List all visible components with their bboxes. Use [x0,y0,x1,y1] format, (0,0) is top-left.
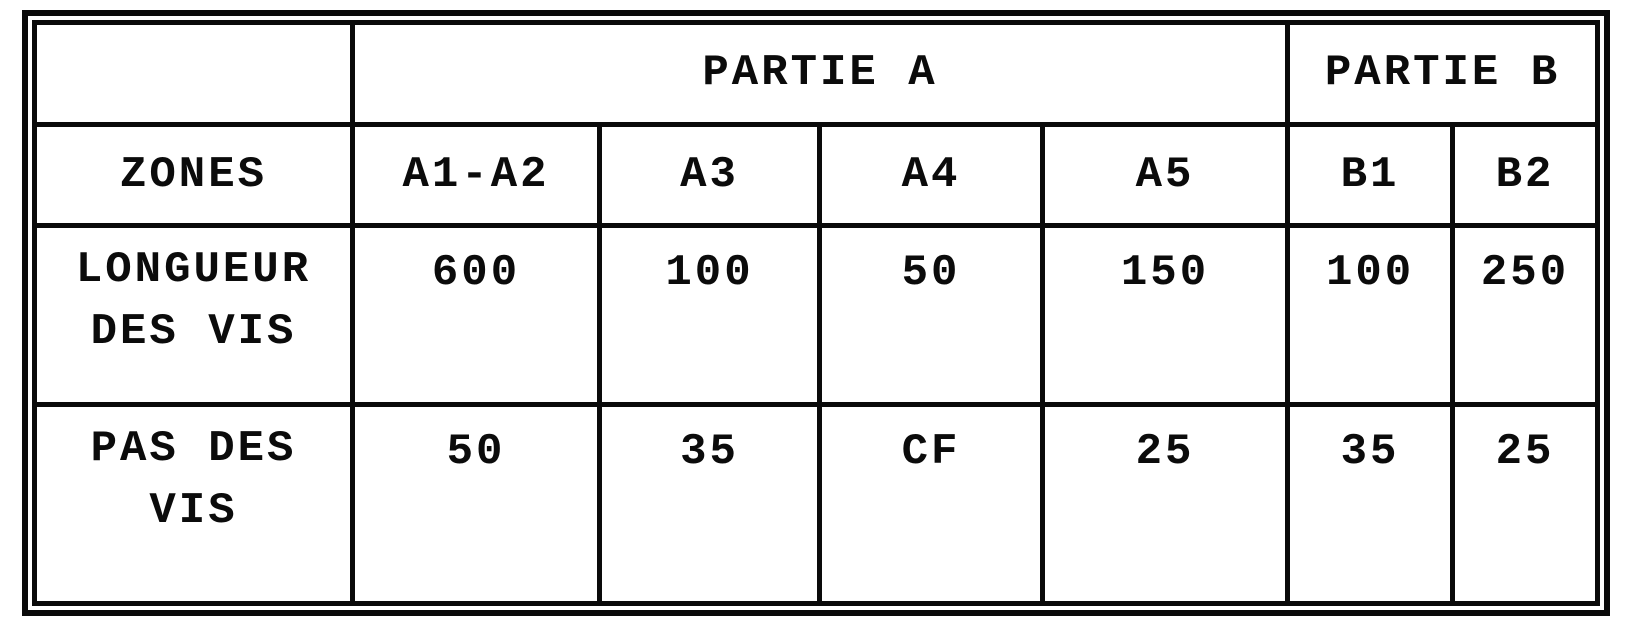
corner-empty-cell [32,20,355,127]
longueur-value-b2: 250 [1450,223,1600,407]
pas-value-a4: CF [817,401,1045,607]
zone-header-a4: A4 [817,121,1045,229]
table-row-part-headers: PARTIE A PARTIE B [32,20,1600,127]
pas-value-b1: 35 [1285,401,1456,607]
zone-header-b1: B1 [1285,121,1456,229]
longueur-value-a4: 50 [817,223,1045,407]
pas-value-a5: 25 [1039,401,1291,607]
partie-b-header: PARTIE B [1285,20,1600,127]
zone-header-b2: B2 [1450,121,1600,229]
partie-a-header: PARTIE A [349,20,1291,127]
table-row-pas-des-vis: PAS DES VIS 50 35 CF 25 35 25 [32,401,1600,607]
zone-header-a3: A3 [597,121,822,229]
scanned-table-frame: PARTIE A PARTIE B ZONES A1-A2 A3 A4 A5 B… [22,10,1610,616]
row-label-line: DES VIS [90,307,297,358]
longueur-des-vis-label-cell: LONGUEUR DES VIS [32,223,355,407]
table-row-longueur-des-vis: LONGUEUR DES VIS 600 100 50 150 100 250 [32,223,1600,407]
longueur-value-a5: 150 [1039,223,1291,407]
pas-des-vis-label-cell: PAS DES VIS [32,401,355,607]
zones-label-cell: ZONES [32,121,355,229]
row-label-line: VIS [149,485,238,536]
longueur-value-b1: 100 [1285,223,1456,407]
zone-header-a5: A5 [1039,121,1291,229]
zone-header-a1-a2: A1-A2 [350,121,602,229]
pas-value-b2: 25 [1450,401,1600,607]
pas-value-a1-a2: 50 [350,401,602,607]
longueur-value-a3: 100 [597,223,822,407]
row-label-line: PAS DES [90,423,297,474]
vis-table: PARTIE A PARTIE B ZONES A1-A2 A3 A4 A5 B… [32,20,1600,607]
table-row-zones: ZONES A1-A2 A3 A4 A5 B1 B2 [32,121,1600,229]
row-label-line: LONGUEUR [75,245,312,296]
longueur-value-a1-a2: 600 [350,223,602,407]
pas-value-a3: 35 [597,401,822,607]
